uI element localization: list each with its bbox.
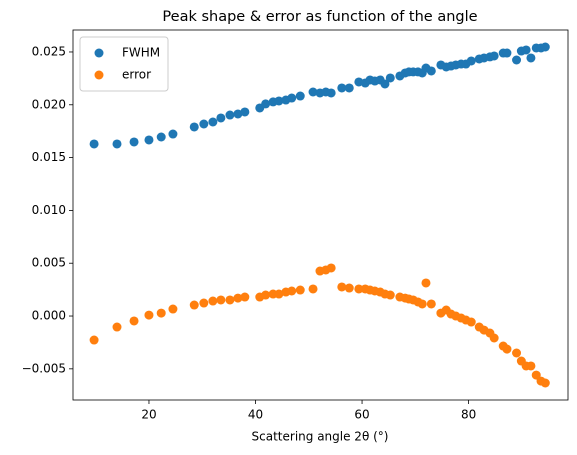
y-tick-label: 0.010 [32, 203, 66, 217]
point [502, 344, 512, 354]
point [521, 45, 531, 55]
point [540, 42, 550, 52]
point [308, 87, 318, 97]
point [129, 316, 139, 326]
point [216, 113, 226, 123]
point [426, 66, 436, 76]
point [287, 93, 297, 103]
y-tick-label: 0.020 [32, 97, 66, 111]
point [526, 53, 536, 63]
point [308, 284, 318, 294]
point [261, 290, 271, 300]
x-tick-label: 20 [141, 408, 156, 422]
point [225, 110, 235, 120]
point [466, 317, 476, 327]
point [502, 48, 512, 58]
point [421, 278, 431, 288]
point [144, 135, 154, 145]
point [199, 119, 209, 129]
point [225, 295, 235, 305]
point [326, 263, 336, 273]
point [540, 378, 550, 388]
point [189, 300, 199, 310]
x-tick-label: 60 [354, 408, 369, 422]
point [466, 56, 476, 66]
point [274, 289, 284, 299]
point [112, 322, 122, 332]
point [168, 304, 178, 314]
point [261, 99, 271, 109]
point [385, 290, 395, 300]
series [89, 263, 550, 388]
point [344, 83, 354, 93]
chart-title: Peak shape & error as function of the an… [162, 9, 477, 25]
point [168, 129, 178, 139]
point [144, 310, 154, 320]
point [208, 296, 218, 306]
point [417, 299, 427, 309]
legend-marker [94, 70, 104, 80]
point [326, 88, 336, 98]
point [240, 292, 250, 302]
point [295, 285, 305, 295]
point [208, 117, 218, 127]
point [489, 51, 499, 61]
point [189, 122, 199, 132]
point [337, 83, 347, 93]
point [89, 335, 99, 345]
point [295, 91, 305, 101]
point [233, 293, 243, 303]
y-tick-label: 0.025 [32, 44, 66, 58]
x-tick-label: 40 [248, 408, 263, 422]
y-tick-label: 0.015 [32, 150, 66, 164]
legend-label: error [122, 68, 151, 82]
x-tick-label: 80 [461, 408, 476, 422]
x-axis-label: Scattering angle 2θ (°) [252, 430, 389, 444]
point [354, 284, 364, 294]
point [380, 79, 390, 89]
point [156, 132, 166, 142]
point [526, 361, 536, 371]
legend-marker [94, 48, 104, 58]
legend-label: FWHM [122, 46, 160, 60]
point [112, 139, 122, 149]
point [233, 109, 243, 119]
y-tick-label: 0.005 [32, 256, 66, 270]
point [287, 286, 297, 296]
point [512, 55, 522, 65]
point [512, 348, 522, 358]
point [129, 137, 139, 147]
point [89, 139, 99, 149]
point [531, 370, 541, 380]
plot-frame [72, 29, 569, 401]
point [344, 283, 354, 293]
series [89, 42, 550, 149]
point [385, 73, 395, 83]
point [489, 333, 499, 343]
point [240, 107, 250, 117]
point [199, 298, 209, 308]
y-tick-label: −0.005 [22, 361, 66, 375]
point [216, 295, 226, 305]
point [426, 299, 436, 309]
point [274, 96, 284, 106]
y-tick-label: 0.000 [32, 309, 66, 323]
point [337, 282, 347, 292]
point [156, 308, 166, 318]
